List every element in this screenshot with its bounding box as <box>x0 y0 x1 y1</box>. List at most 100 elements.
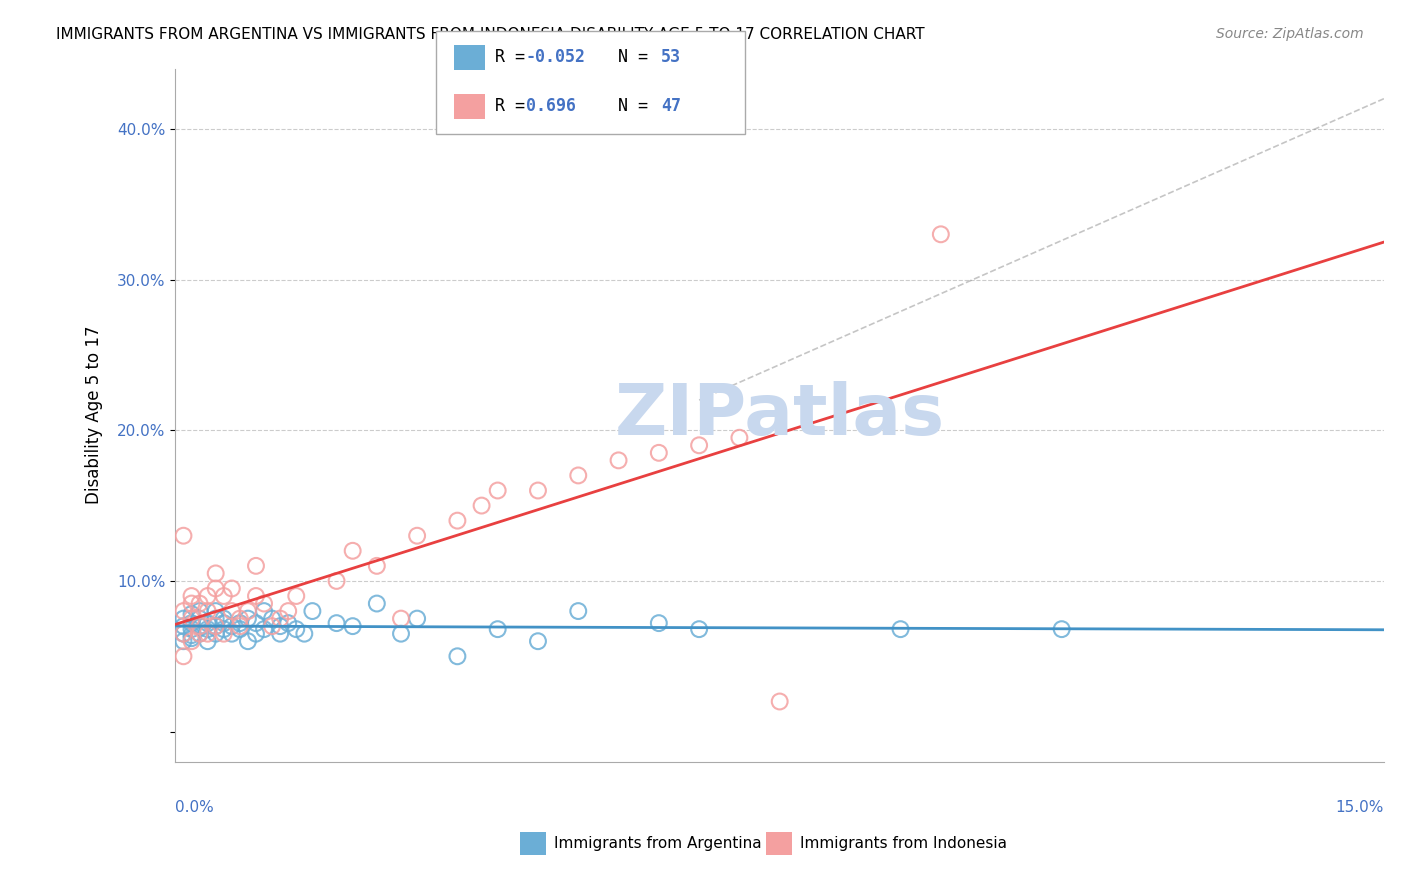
Point <box>188 626 211 640</box>
Point <box>197 589 219 603</box>
Point <box>221 604 243 618</box>
Point <box>180 597 202 611</box>
Point <box>262 612 284 626</box>
Point <box>301 604 323 618</box>
Point <box>366 558 388 573</box>
Point <box>204 582 226 596</box>
Point <box>180 622 202 636</box>
Point <box>197 626 219 640</box>
Point <box>1050 622 1073 636</box>
Point <box>212 612 235 626</box>
Point <box>236 604 259 618</box>
Text: Immigrants from Argentina: Immigrants from Argentina <box>554 836 762 851</box>
Text: -0.052: -0.052 <box>526 48 586 66</box>
Point <box>172 612 194 626</box>
Point <box>471 499 494 513</box>
Point <box>688 438 710 452</box>
Point <box>221 582 243 596</box>
Point <box>188 626 211 640</box>
Point <box>188 604 211 618</box>
Point <box>197 616 219 631</box>
Point <box>204 604 226 618</box>
Point <box>728 431 751 445</box>
Point <box>172 626 194 640</box>
Point <box>172 649 194 664</box>
Point <box>285 589 308 603</box>
Point <box>262 619 284 633</box>
Text: Immigrants from Indonesia: Immigrants from Indonesia <box>800 836 1007 851</box>
Text: IMMIGRANTS FROM ARGENTINA VS IMMIGRANTS FROM INDONESIA DISABILITY AGE 5 TO 17 CO: IMMIGRANTS FROM ARGENTINA VS IMMIGRANTS … <box>56 27 925 42</box>
Point <box>406 612 429 626</box>
Point <box>236 634 259 648</box>
Point <box>204 626 226 640</box>
Point <box>342 543 364 558</box>
Point <box>229 622 252 636</box>
Point <box>253 604 276 618</box>
Point <box>269 626 291 640</box>
Text: 47: 47 <box>661 97 681 115</box>
Point <box>245 626 267 640</box>
Point <box>204 566 226 581</box>
Point <box>269 612 291 626</box>
Point <box>172 604 194 618</box>
Point <box>197 622 219 636</box>
Point <box>648 616 671 631</box>
Y-axis label: Disability Age 5 to 17: Disability Age 5 to 17 <box>86 326 103 504</box>
Point <box>188 619 211 633</box>
Point <box>229 616 252 631</box>
Point <box>245 589 267 603</box>
Point <box>389 626 412 640</box>
Point <box>180 634 202 648</box>
Point <box>446 649 468 664</box>
Point <box>221 626 243 640</box>
Text: N =: N = <box>598 97 658 115</box>
Point <box>197 604 219 618</box>
Point <box>285 622 308 636</box>
Point <box>204 612 226 626</box>
Text: ZIPatlas: ZIPatlas <box>614 381 945 450</box>
Point <box>253 622 276 636</box>
Text: Source: ZipAtlas.com: Source: ZipAtlas.com <box>1216 27 1364 41</box>
Text: 0.696: 0.696 <box>526 97 576 115</box>
Point <box>236 612 259 626</box>
Text: R =: R = <box>495 97 546 115</box>
Point <box>486 483 509 498</box>
Point <box>180 607 202 621</box>
Point <box>180 589 202 603</box>
Point <box>204 619 226 633</box>
Point <box>188 619 211 633</box>
Point <box>325 574 347 588</box>
Point <box>890 622 912 636</box>
Point <box>172 619 194 633</box>
Point <box>245 616 267 631</box>
Point <box>253 597 276 611</box>
Point <box>446 514 468 528</box>
Point <box>245 558 267 573</box>
Point <box>688 622 710 636</box>
Point <box>389 612 412 626</box>
Point <box>229 619 252 633</box>
Point <box>212 626 235 640</box>
Text: 0.0%: 0.0% <box>176 800 214 815</box>
Point <box>406 529 429 543</box>
Point <box>366 597 388 611</box>
Text: R =: R = <box>495 48 534 66</box>
Point <box>929 227 952 242</box>
Point <box>269 619 291 633</box>
Point <box>342 619 364 633</box>
Point <box>769 694 792 708</box>
Point <box>204 619 226 633</box>
Point <box>172 626 194 640</box>
Point <box>212 589 235 603</box>
Point <box>180 628 202 642</box>
Point <box>527 634 550 648</box>
Point <box>180 631 202 645</box>
Point <box>221 619 243 633</box>
Point <box>188 597 211 611</box>
Point <box>197 634 219 648</box>
Point <box>567 604 589 618</box>
Point <box>172 634 194 648</box>
Point <box>277 604 299 618</box>
Point <box>292 626 315 640</box>
Point <box>180 616 202 631</box>
